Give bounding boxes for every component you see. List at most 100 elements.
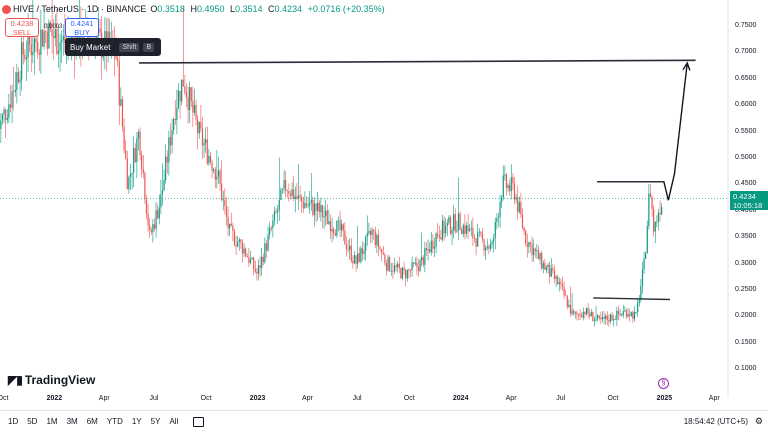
symbol-title[interactable]: HIVE / TetherUS · 1D · BINANCE	[13, 4, 147, 14]
candle-body	[544, 263, 546, 270]
candle-body	[272, 220, 274, 229]
candle-body	[438, 235, 440, 238]
time-tick-label: Oct	[403, 395, 415, 402]
candle-body	[657, 212, 660, 222]
candle-body	[257, 265, 260, 274]
time-tick-label: 2024	[452, 395, 469, 402]
candle-body	[278, 200, 280, 211]
range-button-5d[interactable]: 5D	[27, 417, 38, 426]
candle-body	[304, 203, 306, 209]
candle-body	[598, 315, 600, 318]
candle-body	[33, 38, 36, 52]
candle-body	[270, 227, 272, 229]
price-tick-label: 0.6000	[735, 101, 757, 109]
candle-body	[253, 257, 255, 269]
candle-body	[315, 203, 317, 211]
candle-body	[241, 242, 244, 254]
candle-body	[574, 312, 576, 314]
candle-body	[17, 72, 20, 83]
candle-body	[16, 72, 18, 90]
candle-body	[171, 130, 173, 146]
candle-body	[553, 270, 556, 279]
candle-body	[192, 100, 194, 113]
candle-body	[638, 299, 640, 304]
time-tick-label: Oct	[0, 395, 9, 402]
candle-body	[6, 117, 8, 121]
candle-body	[398, 263, 400, 269]
candle-body	[265, 243, 268, 251]
candle-body	[334, 233, 336, 236]
candle-body	[502, 175, 504, 198]
calendar-icon[interactable]	[193, 416, 205, 427]
candle-body	[136, 138, 138, 163]
range-button-5y[interactable]: 5Y	[150, 417, 161, 426]
candle-body	[283, 180, 285, 189]
range-button-1m[interactable]: 1M	[46, 417, 58, 426]
candle-body	[341, 224, 343, 231]
candle-body	[461, 229, 463, 235]
symbol-header: HIVE / TetherUS · 1D · BINANCE O0.3518 H…	[0, 2, 388, 16]
candle-body	[451, 230, 453, 234]
candle-body	[593, 319, 596, 322]
candle-body	[305, 203, 308, 207]
candle-body	[377, 235, 380, 248]
candle-body	[550, 268, 552, 277]
candle-body	[457, 213, 460, 230]
candle-body	[597, 315, 599, 319]
candle-body	[523, 227, 525, 232]
sell-button[interactable]: 0.4238 SELL	[5, 18, 39, 37]
candle-body	[585, 307, 588, 315]
sell-price: 0.4238	[10, 19, 34, 28]
candle-body	[459, 213, 461, 230]
range-button-1y[interactable]: 1Y	[131, 417, 142, 426]
candle-body	[99, 28, 101, 33]
range-button-6m[interactable]: 6M	[86, 417, 98, 426]
range-button-all[interactable]: All	[169, 417, 179, 426]
candle-body	[57, 50, 60, 54]
candle-body	[446, 222, 448, 226]
candle-body	[616, 310, 618, 320]
candle-body	[608, 320, 610, 322]
candle-body	[358, 253, 360, 263]
candle-body	[401, 267, 404, 279]
candle-body	[573, 310, 575, 314]
candle-body	[198, 121, 200, 134]
high-label: H	[190, 4, 197, 14]
candle-body	[536, 250, 538, 251]
candle-body	[201, 128, 204, 146]
time-tick-label: Jul	[149, 395, 159, 402]
candle-body	[280, 189, 282, 201]
candle-body	[133, 148, 135, 173]
range-button-ytd[interactable]: YTD	[106, 417, 123, 426]
candle-body	[325, 210, 327, 217]
dividend-event-icon[interactable]: §	[658, 378, 669, 389]
candle-body	[225, 206, 228, 217]
candle-body	[533, 248, 535, 256]
range-button-1d[interactable]: 1D	[8, 417, 19, 426]
candle-body	[211, 162, 213, 171]
candle-body	[374, 230, 376, 245]
buy-market-label: Buy Market	[70, 42, 111, 52]
candle-body	[605, 315, 607, 319]
candle-body	[312, 199, 314, 216]
high-value: 0.4950	[196, 4, 225, 14]
candle-body	[328, 221, 330, 225]
settings-gear-icon[interactable]: ⚙	[754, 416, 763, 426]
candle-body	[165, 156, 167, 181]
candle-body	[465, 225, 468, 235]
candle-body	[331, 229, 333, 232]
candle-body	[629, 314, 631, 316]
candle-body	[379, 247, 381, 250]
tradingview-logo[interactable]: ◤▮ TradingView	[8, 373, 95, 387]
candle-body	[350, 245, 352, 261]
range-button-3m[interactable]: 3M	[66, 417, 78, 426]
buy-button[interactable]: 0.4241 BUY	[65, 18, 99, 37]
clock-readout[interactable]: 18:54:42 (UTC+5)	[683, 417, 748, 426]
candle-body	[233, 230, 236, 246]
candle-body	[301, 197, 303, 202]
candle-body	[41, 29, 44, 47]
candle-body	[249, 259, 252, 263]
candle-body	[62, 35, 64, 41]
